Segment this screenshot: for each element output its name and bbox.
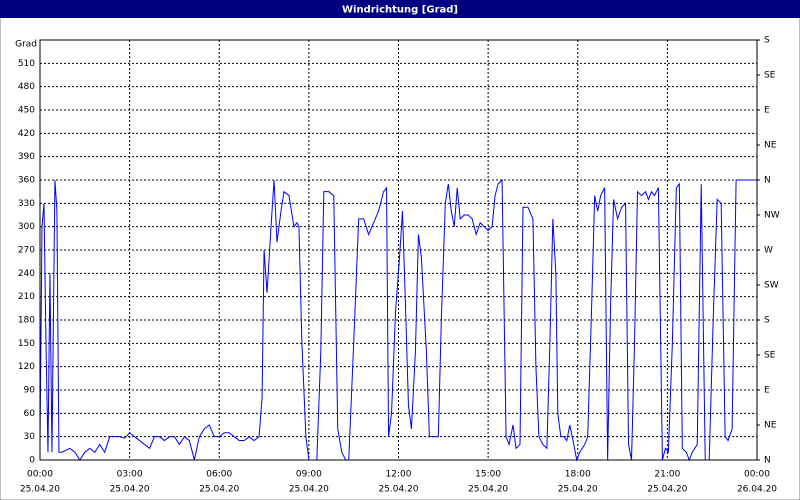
y-tick-label: 300 [18, 222, 35, 232]
y-tick-label: 510 [18, 59, 35, 69]
y-tick-label: 330 [18, 199, 35, 209]
y-tick-label: 270 [18, 246, 35, 256]
plot-border [39, 39, 758, 461]
y-tick-label: 480 [18, 82, 35, 92]
x-tick-label: 12:00 [386, 470, 412, 480]
x-tick-date: 25.04.20 [289, 485, 329, 495]
x-tick-label: 03:00 [117, 470, 143, 480]
y2-tick-label: W [764, 246, 773, 256]
x-tick-date: 25.04.20 [558, 485, 598, 495]
y-tick-label: 240 [18, 269, 35, 279]
y2-tick-label: S [764, 36, 770, 46]
y2-tick-label: NE [764, 141, 777, 151]
y-tick-label: 90 [24, 386, 36, 396]
y-tick-label: 210 [18, 292, 35, 302]
y-tick-label: 30 [24, 432, 36, 442]
y2-tick-label: SE [764, 351, 776, 361]
y-tick-label: 180 [18, 316, 35, 326]
x-tick-date: 25.04.20 [110, 485, 150, 495]
x-tick-label: 18:00 [565, 470, 591, 480]
y2-tick-label: SE [764, 71, 776, 81]
title-bar [0, 0, 800, 18]
y-tick-label: 120 [18, 362, 35, 372]
y-tick-label: 450 [18, 106, 35, 116]
x-tick-date: 25.04.20 [468, 485, 508, 495]
y-tick-label: 150 [18, 339, 35, 349]
y-tick-label: 360 [18, 176, 35, 186]
y2-tick-label: S [764, 316, 770, 326]
x-tick-label: 09:00 [296, 470, 322, 480]
x-tick-label: 00:00 [744, 470, 770, 480]
x-tick-label: 06:00 [206, 470, 232, 480]
x-tick-label: 15:00 [475, 470, 501, 480]
y2-tick-label: NW [764, 211, 780, 221]
x-tick-date: 26.04.20 [737, 485, 777, 495]
data-line [39, 178, 757, 462]
y2-tick-label: N [764, 456, 771, 466]
y-tick-label: 60 [24, 409, 36, 419]
y-axis-label: Grad [15, 40, 37, 50]
y2-tick-label: SW [764, 281, 779, 291]
y2-tick-label: N [764, 176, 771, 186]
x-tick-date: 25.04.20 [199, 485, 239, 495]
y-tick-label: 0 [29, 456, 35, 466]
x-tick-date: 25.04.20 [378, 485, 418, 495]
y2-tick-label: E [764, 386, 770, 396]
x-tick-label: 00:00 [27, 470, 53, 480]
chart-title: Windrichtung [Grad] [342, 5, 458, 16]
x-tick-date: 25.04.20 [20, 485, 60, 495]
y2-tick-label: E [764, 106, 770, 116]
y-tick-label: 390 [18, 152, 35, 162]
x-tick-label: 21:00 [654, 470, 680, 480]
x-tick-date: 25.04.20 [647, 485, 687, 495]
y-tick-label: 420 [18, 129, 35, 139]
y2-tick-label: NE [764, 421, 777, 431]
